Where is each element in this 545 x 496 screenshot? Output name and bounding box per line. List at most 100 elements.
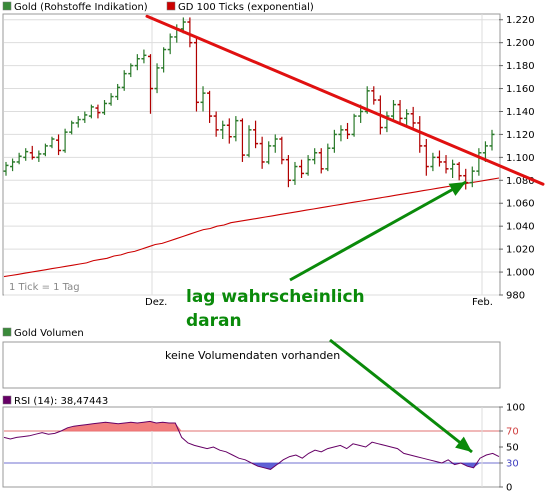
ohlc-bar	[312, 148, 318, 165]
ohlc-bar	[239, 118, 245, 162]
ohlc-bar	[299, 159, 305, 179]
ohlc-bar	[220, 120, 226, 140]
arrow-to-rsi	[329, 338, 473, 454]
trendline-line	[145, 14, 545, 186]
ohlc-bar	[102, 100, 108, 115]
ohlc-bar	[23, 148, 29, 161]
ohlc-bar	[49, 136, 55, 149]
price-y-tick-label: 1.120	[506, 130, 535, 141]
price-panel: 1.220 1.200 1.180 1.160 1.140 1.120 1.100 1.080…	[2, 13, 545, 302]
ohlc-bar	[450, 159, 456, 179]
price-y-tick-label: 1.040	[506, 222, 535, 233]
ohlc-bar	[36, 150, 42, 162]
rsi-polyline	[3, 420, 500, 470]
rsi-overbought-fill	[4, 421, 499, 431]
ohlc-bar	[16, 152, 22, 165]
ohlc-bar	[88, 104, 94, 119]
ohlc-bar	[29, 145, 35, 160]
ohlc-bar	[384, 111, 390, 133]
price-panel-frame	[2, 13, 501, 296]
ohlc-bar	[108, 93, 114, 106]
arrow-shaft	[289, 180, 467, 282]
ohlc-bar	[134, 54, 140, 71]
x-tick-feb: Feb.	[472, 297, 493, 308]
rsi-y-tick-label: 100	[506, 403, 525, 414]
rsi-y-tick-label: 70	[506, 427, 519, 438]
ohlc-bar	[147, 54, 153, 114]
price-grid	[4, 14, 499, 296]
rsi-y-axis: 100 70 50 30 0	[499, 403, 525, 494]
legend-volume: Gold Volumen	[14, 328, 84, 339]
ohlc-bar	[141, 49, 147, 64]
ohlc-bar	[272, 134, 278, 153]
legend-rsi: RSI (14): 38,47443	[14, 396, 108, 407]
ohlc-bar	[305, 155, 311, 176]
ohlc-bar	[193, 36, 199, 112]
ohlc-bar	[246, 125, 252, 158]
legend-swatch-volume	[2, 327, 12, 337]
price-y-tick-label: 980	[506, 291, 525, 302]
ema-polyline	[3, 177, 500, 278]
ohlc-bar	[338, 125, 344, 142]
ohlc-bar	[62, 128, 68, 153]
price-y-tick-label: 1.100	[506, 153, 535, 164]
ohlc-bar	[266, 141, 272, 165]
annotation-line1: lag wahrscheinlich	[186, 287, 365, 307]
ema-line	[3, 177, 500, 278]
ohlc-bar	[404, 109, 410, 128]
annotation: lag wahrscheinlich daran	[186, 180, 473, 454]
ohlc-bar	[410, 106, 416, 128]
legend-swatch-rsi	[2, 395, 12, 405]
ohlc-bar	[390, 100, 396, 121]
rsi-line	[3, 420, 500, 470]
ohlc-bar	[285, 155, 291, 188]
ohlc-bar	[476, 148, 482, 176]
ohlc-bar	[154, 63, 160, 94]
arrow-head	[455, 436, 472, 452]
ohlc-bar	[318, 148, 324, 174]
legend-swatch-ema	[166, 1, 176, 11]
x-tick-dez: Dez.	[145, 297, 167, 308]
ohlc-bar	[56, 134, 62, 156]
volume-message: keine Volumendaten vorhanden	[165, 349, 340, 362]
legend-gold: Gold (Rohstoffe Indikation)	[14, 2, 148, 13]
price-y-tick-label: 1.080	[506, 176, 535, 187]
rsi-y-tick-label: 0	[506, 483, 512, 494]
rsi-panel-frame	[2, 406, 501, 488]
ohlc-bar	[187, 17, 193, 48]
ohlc-bar	[279, 136, 285, 165]
price-y-tick-label: 1.140	[506, 107, 535, 118]
ohlc-bar	[430, 152, 436, 172]
price-y-tick-label: 1.200	[506, 38, 535, 49]
annotation-arrows	[289, 180, 473, 454]
price-y-tick-label: 1.180	[506, 61, 535, 72]
rsi-panel: RSI (14): 38,47443 100 70 50 30 0	[2, 395, 525, 494]
price-y-tick-label: 1.060	[506, 199, 535, 210]
ohlc-bar	[75, 116, 81, 128]
price-y-tick-label: 1.000	[506, 268, 535, 279]
ohlc-bar	[325, 143, 331, 172]
ohlc-bar	[371, 86, 377, 105]
ohlc-bar	[345, 122, 351, 140]
ohlc-bar	[456, 161, 462, 181]
arrow-shaft	[329, 338, 473, 454]
annotation-line2: daran	[186, 311, 242, 331]
ohlc-bar	[417, 116, 423, 153]
ohlc-bar	[42, 143, 48, 157]
price-y-tick-label: 1.220	[506, 15, 535, 26]
arrow-to-price	[289, 180, 467, 282]
rsi-y-tick-label: 30	[506, 459, 519, 470]
ohlc-bar	[115, 83, 121, 101]
tick-note: 1 Tick = 1 Tag	[9, 282, 80, 293]
ohlc-bar	[292, 161, 298, 185]
price-legend: Gold (Rohstoffe Indikation) GD 100 Ticks…	[2, 1, 314, 13]
ohlc-bar	[121, 70, 127, 91]
ohlc-bar	[443, 155, 449, 174]
ohlc-bar	[233, 116, 239, 142]
ohlc-bar	[253, 120, 259, 149]
ohlc-bar	[351, 113, 357, 137]
ohlc-bar	[82, 111, 88, 123]
ohlc-bar	[213, 111, 219, 137]
ohlc-bar	[207, 90, 213, 123]
